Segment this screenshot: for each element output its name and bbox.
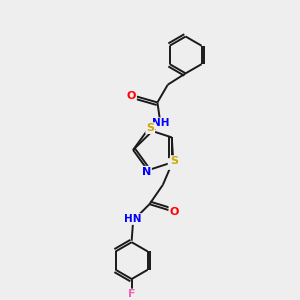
- Text: N: N: [142, 167, 151, 177]
- Text: HN: HN: [124, 214, 141, 224]
- Text: S: S: [146, 123, 154, 133]
- Text: NH: NH: [152, 118, 170, 128]
- Text: N: N: [169, 159, 178, 169]
- Text: O: O: [127, 91, 136, 101]
- Text: S: S: [171, 156, 179, 166]
- Text: F: F: [128, 290, 135, 299]
- Text: O: O: [169, 207, 179, 217]
